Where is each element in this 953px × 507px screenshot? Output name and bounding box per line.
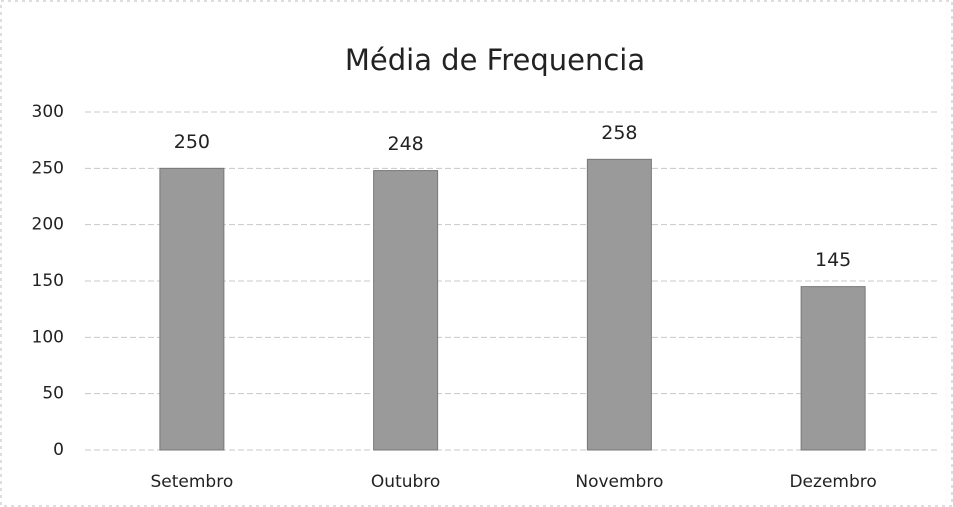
y-tick-label: 250: [32, 158, 64, 178]
x-tick-label: Dezembro: [789, 472, 876, 492]
y-tick-label: 50: [42, 384, 64, 404]
y-tick-label: 0: [53, 440, 64, 460]
bar: [586, 158, 652, 451]
bar: [373, 170, 439, 451]
y-tick-label: 200: [32, 215, 64, 235]
data-label: 248: [387, 133, 423, 155]
y-tick-label: 300: [32, 102, 64, 122]
data-label: 258: [601, 122, 637, 144]
data-label: 250: [174, 131, 210, 153]
data-label: 145: [815, 249, 851, 271]
y-tick-label: 100: [32, 327, 64, 347]
x-tick-label: Novembro: [575, 472, 663, 492]
bar: [800, 286, 866, 451]
y-tick-label: 150: [32, 271, 64, 291]
bar: [159, 167, 225, 451]
chart-title: Média de Frequencia: [345, 43, 645, 77]
x-tick-label: Setembro: [151, 472, 234, 492]
x-tick-label: Outubro: [371, 472, 440, 492]
